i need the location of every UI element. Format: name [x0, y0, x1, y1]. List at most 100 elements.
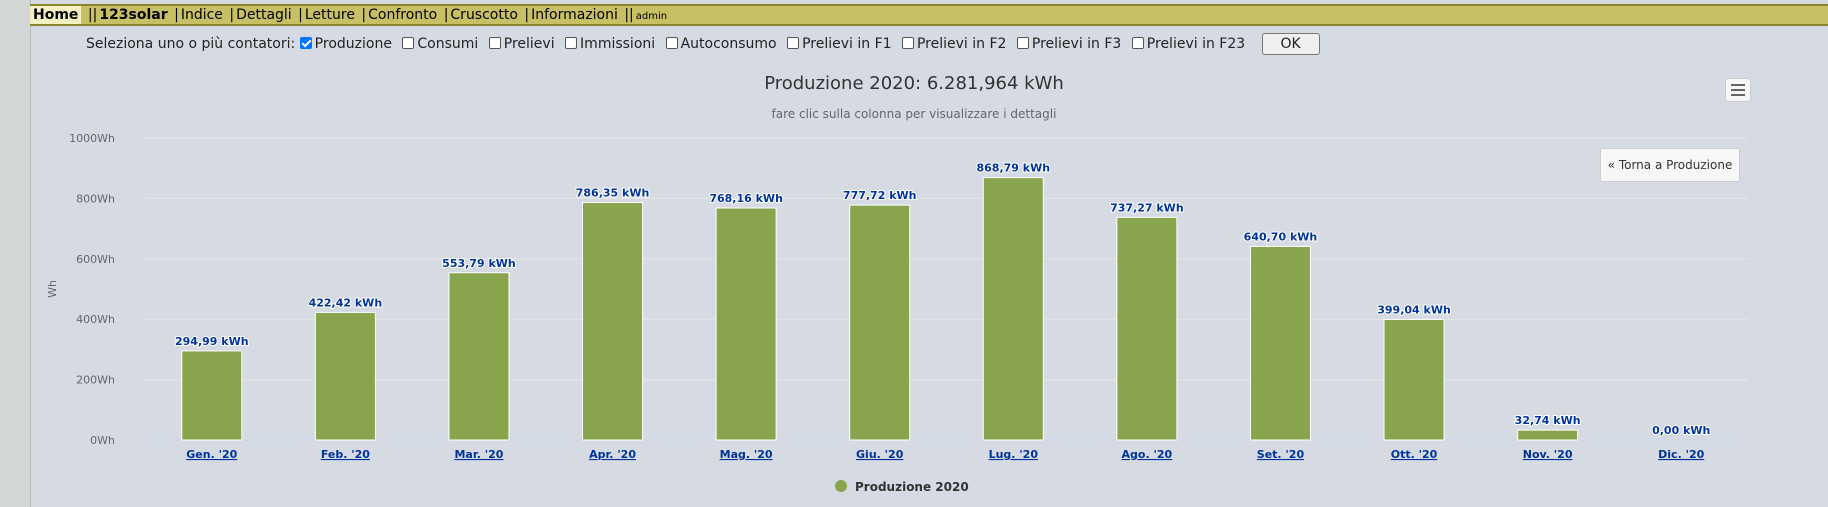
- x-category-label[interactable]: Apr. '20: [589, 448, 636, 461]
- left-frame-strip: [0, 0, 31, 507]
- checkbox-icon[interactable]: [1131, 37, 1144, 49]
- checkbox-icon[interactable]: [665, 37, 678, 49]
- option-label: Prelievi in F23: [1146, 36, 1246, 52]
- data-label: 422,42 kWh: [309, 296, 383, 309]
- legend-symbol[interactable]: [835, 480, 847, 492]
- hamburger-icon: [1731, 94, 1745, 96]
- y-tick-label: 0Wh: [90, 434, 115, 447]
- option-consumi[interactable]: Consumi: [402, 36, 478, 52]
- menu-app-link[interactable]: 123solar: [99, 7, 168, 23]
- menu-separator: |: [443, 7, 449, 23]
- bar[interactable]: [314, 311, 376, 441]
- chart-menu-button[interactable]: [1725, 78, 1751, 102]
- bar[interactable]: [1116, 216, 1178, 441]
- bar[interactable]: [849, 204, 911, 441]
- checkbox-icon[interactable]: [402, 37, 415, 49]
- x-category-label[interactable]: Lug. '20: [989, 448, 1039, 461]
- menu-separator: |: [174, 7, 179, 23]
- y-tick-label: 1000Wh: [69, 132, 115, 145]
- bar[interactable]: [181, 350, 243, 441]
- x-category-label[interactable]: Gen. '20: [186, 448, 237, 461]
- data-label: 640,70 kWh: [1244, 231, 1318, 244]
- back-to-produzione-button[interactable]: « Torna a Produzione: [1600, 148, 1740, 182]
- y-tick-label: 200Wh: [76, 374, 115, 387]
- option-label: Produzione: [314, 36, 392, 52]
- meter-selector: Seleziona uno o più contatori: Produzion…: [86, 33, 1320, 57]
- option-immissioni[interactable]: Immissioni: [565, 36, 655, 52]
- menu-item-dettagli[interactable]: Dettagli: [236, 7, 292, 23]
- x-category-label[interactable]: Set. '20: [1257, 448, 1305, 461]
- selector-prompt: Seleziona uno o più contatori:: [86, 36, 296, 52]
- hamburger-icon: [1731, 84, 1745, 86]
- data-label: 768,16 kWh: [709, 192, 783, 205]
- option-label: Consumi: [417, 36, 479, 52]
- checkbox-icon[interactable]: [901, 37, 914, 49]
- option-label: Immissioni: [580, 36, 656, 52]
- checkbox-icon[interactable]: [488, 37, 501, 49]
- option-label: Prelievi: [503, 36, 555, 52]
- option-prelievi-f1[interactable]: Prelievi in F1: [787, 36, 892, 52]
- bar[interactable]: [1249, 246, 1311, 441]
- menu-item-indice[interactable]: Indice: [180, 7, 223, 23]
- menu-separator: ||: [624, 7, 634, 23]
- bar[interactable]: [1383, 318, 1445, 441]
- data-label: 737,27 kWh: [1110, 201, 1184, 214]
- data-label: 777,72 kWh: [843, 189, 917, 202]
- x-category-label[interactable]: Giu. '20: [856, 448, 904, 461]
- option-prelievi-f3[interactable]: Prelievi in F3: [1016, 36, 1122, 52]
- option-autoconsumo[interactable]: Autoconsumo: [665, 36, 777, 52]
- x-category-label[interactable]: Ott. '20: [1391, 448, 1438, 461]
- menu-user-admin[interactable]: admin: [635, 11, 668, 22]
- y-tick-label: 800Wh: [76, 192, 115, 205]
- chart-title: Produzione 2020: 6.281,964 kWh: [764, 73, 1064, 94]
- menu-separator: |: [229, 7, 235, 23]
- y-tick-label: 600Wh: [76, 253, 115, 266]
- option-prelievi[interactable]: Prelievi: [488, 36, 555, 52]
- data-label: 399,04 kWh: [1377, 303, 1451, 316]
- option-produzione[interactable]: Produzione: [299, 36, 392, 52]
- checkbox-icon[interactable]: [1016, 37, 1029, 49]
- option-prelievi-f2[interactable]: Prelievi in F2: [901, 36, 1007, 52]
- x-category-label[interactable]: Mag. '20: [720, 448, 773, 461]
- option-label: Prelievi in F1: [802, 36, 892, 52]
- bar[interactable]: [448, 272, 510, 441]
- checkbox-icon[interactable]: [565, 37, 578, 49]
- data-label: 868,79 kWh: [977, 162, 1051, 175]
- data-label: 553,79 kWh: [442, 257, 516, 270]
- ok-button[interactable]: OK: [1261, 33, 1320, 55]
- legend-label[interactable]: Produzione 2020: [855, 480, 969, 494]
- menu-separator: |: [524, 7, 530, 23]
- checkbox-icon[interactable]: [787, 37, 800, 49]
- option-label: Prelievi in F3: [1031, 36, 1122, 52]
- menu-item-cruscotto[interactable]: Cruscotto: [450, 7, 518, 23]
- data-label: 32,74 kWh: [1515, 414, 1581, 427]
- hamburger-icon: [1731, 89, 1745, 91]
- x-category-label[interactable]: Dic. '20: [1658, 448, 1704, 461]
- option-label: Prelievi in F2: [916, 36, 1007, 52]
- x-category-label[interactable]: Mar. '20: [454, 448, 503, 461]
- x-category-label[interactable]: Nov. '20: [1523, 448, 1573, 461]
- menu-item-confronto[interactable]: Confronto: [368, 7, 438, 23]
- bar[interactable]: [715, 207, 777, 441]
- bar[interactable]: [982, 177, 1044, 441]
- menu-item-letture[interactable]: Letture: [304, 7, 355, 23]
- data-label: 0,00 kWh: [1652, 424, 1710, 437]
- bar[interactable]: [582, 202, 644, 441]
- menu-home[interactable]: Home: [30, 6, 82, 24]
- x-category-label[interactable]: Ago. '20: [1122, 448, 1173, 461]
- menu-separator: |: [361, 7, 367, 23]
- option-label: Autoconsumo: [680, 36, 777, 52]
- data-label: 786,35 kWh: [576, 187, 650, 200]
- menu-item-informazioni[interactable]: Informazioni: [531, 7, 618, 23]
- bar[interactable]: [1517, 429, 1579, 441]
- option-prelievi-f23[interactable]: Prelievi in F23: [1131, 36, 1246, 52]
- x-category-label[interactable]: Feb. '20: [321, 448, 370, 461]
- top-menu-bar: Home || 123solar | Indice | Dettagli | Lettu…: [30, 4, 1828, 26]
- y-tick-label: 400Wh: [76, 313, 115, 326]
- menu-separator: ||: [87, 7, 98, 23]
- menu-separator: |: [298, 7, 303, 23]
- chart-subtitle: fare clic sulla colonna per visualizzare…: [771, 107, 1057, 121]
- checkbox-checked-icon[interactable]: [299, 37, 312, 49]
- data-label: 294,99 kWh: [175, 335, 249, 348]
